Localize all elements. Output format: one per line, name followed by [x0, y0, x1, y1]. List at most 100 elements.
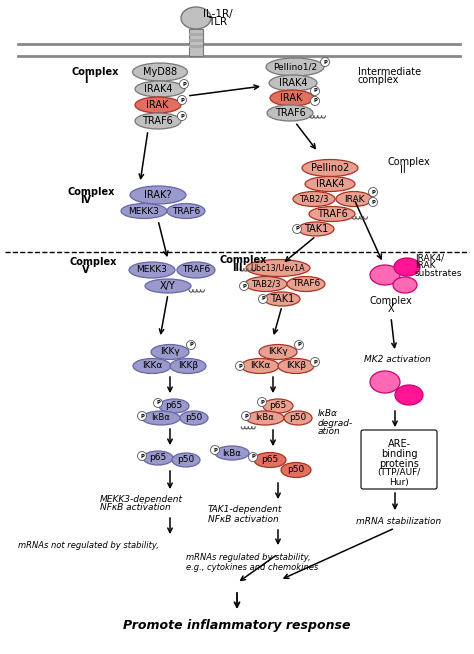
Text: IRAK: IRAK [344, 194, 364, 203]
Text: NFκB activation: NFκB activation [100, 504, 171, 513]
Ellipse shape [284, 411, 312, 425]
Ellipse shape [170, 358, 206, 373]
Text: P: P [189, 343, 193, 347]
Circle shape [241, 411, 250, 421]
Ellipse shape [246, 260, 310, 277]
Circle shape [310, 97, 319, 105]
Text: IκBα: IκBα [152, 413, 170, 422]
Ellipse shape [151, 345, 189, 360]
Text: substrates: substrates [415, 269, 463, 279]
Text: p50: p50 [289, 413, 307, 422]
Text: mRNA stabilization: mRNA stabilization [356, 517, 441, 526]
Text: Intermediate: Intermediate [358, 67, 421, 77]
Text: TRAF6: TRAF6 [142, 116, 173, 126]
Text: P: P [313, 360, 317, 364]
Ellipse shape [133, 358, 171, 373]
Ellipse shape [264, 292, 300, 306]
Circle shape [294, 341, 303, 349]
Text: TAK1: TAK1 [304, 224, 328, 234]
Ellipse shape [130, 186, 186, 204]
Ellipse shape [370, 265, 400, 285]
Text: P: P [182, 82, 186, 86]
Text: P: P [313, 99, 317, 103]
Text: TRAF6: TRAF6 [172, 207, 200, 216]
Text: Ubc13/Uev1A: Ubc13/Uev1A [251, 264, 305, 273]
Ellipse shape [305, 177, 355, 192]
Text: IKKα: IKKα [142, 362, 162, 371]
Circle shape [257, 398, 266, 407]
Text: Complex: Complex [70, 257, 118, 267]
Text: TRAF6: TRAF6 [317, 209, 347, 219]
Text: P: P [261, 296, 265, 301]
Circle shape [236, 362, 245, 371]
Text: P: P [251, 455, 255, 460]
Bar [189, 33, 203, 35]
Text: IRAK: IRAK [146, 100, 168, 110]
Text: proteins: proteins [379, 459, 419, 469]
Ellipse shape [254, 453, 286, 468]
Ellipse shape [180, 411, 208, 425]
Text: III: III [232, 263, 243, 273]
Ellipse shape [121, 203, 167, 218]
Circle shape [177, 95, 186, 105]
Text: p65: p65 [165, 402, 182, 411]
Ellipse shape [393, 277, 417, 293]
Ellipse shape [181, 7, 211, 29]
Text: X/Y: X/Y [160, 281, 176, 291]
Ellipse shape [241, 358, 279, 373]
Text: IKKγ: IKKγ [268, 347, 288, 356]
Ellipse shape [145, 279, 191, 293]
Text: X: X [388, 304, 394, 314]
Text: P: P [180, 114, 184, 118]
Ellipse shape [293, 192, 335, 207]
Ellipse shape [259, 345, 297, 360]
Text: IRAK: IRAK [415, 262, 436, 271]
Ellipse shape [287, 277, 325, 292]
Text: P: P [323, 60, 327, 65]
Ellipse shape [172, 453, 200, 467]
Text: IRAK4: IRAK4 [144, 84, 172, 94]
Text: P: P [371, 199, 375, 205]
FancyBboxPatch shape [361, 430, 437, 489]
Ellipse shape [135, 81, 185, 97]
Ellipse shape [395, 385, 423, 405]
Text: P: P [295, 226, 299, 232]
Ellipse shape [269, 75, 317, 91]
Text: TAK1: TAK1 [270, 294, 294, 304]
Text: P: P [260, 400, 264, 405]
Text: Hur): Hur) [389, 477, 409, 487]
Circle shape [310, 358, 319, 366]
Ellipse shape [142, 411, 180, 425]
Text: TLR: TLR [209, 17, 228, 27]
Text: complex: complex [358, 75, 400, 85]
Circle shape [292, 224, 301, 233]
Text: (TTP/AUF/: (TTP/AUF/ [377, 468, 420, 477]
Text: e.g., cytokines and chemokines: e.g., cytokines and chemokines [186, 562, 318, 572]
Ellipse shape [370, 371, 400, 393]
Text: p65: p65 [149, 453, 167, 462]
Ellipse shape [135, 113, 181, 129]
Text: ARE-: ARE- [387, 439, 410, 449]
Ellipse shape [278, 358, 314, 373]
Text: binding: binding [381, 449, 417, 459]
Ellipse shape [309, 207, 355, 222]
Text: p65: p65 [261, 455, 279, 464]
Circle shape [310, 86, 319, 95]
Text: Complex: Complex [68, 187, 115, 197]
Text: TAB2/3: TAB2/3 [299, 194, 329, 203]
Ellipse shape [302, 160, 358, 177]
Text: MyD88: MyD88 [143, 67, 177, 77]
Text: mRNAs regulated by stability,: mRNAs regulated by stability, [186, 553, 310, 562]
Text: MEKK3-dependent: MEKK3-dependent [100, 494, 183, 504]
Text: P: P [238, 364, 242, 368]
Text: TRAF6: TRAF6 [292, 279, 320, 288]
Ellipse shape [167, 203, 205, 218]
Text: P: P [180, 97, 184, 103]
Text: IRAK?: IRAK? [144, 190, 172, 200]
Circle shape [137, 411, 146, 421]
Text: p65: p65 [269, 402, 287, 411]
Ellipse shape [267, 105, 313, 121]
Text: IκBα: IκBα [255, 413, 274, 422]
Text: P: P [297, 343, 301, 347]
Text: P: P [156, 400, 160, 405]
